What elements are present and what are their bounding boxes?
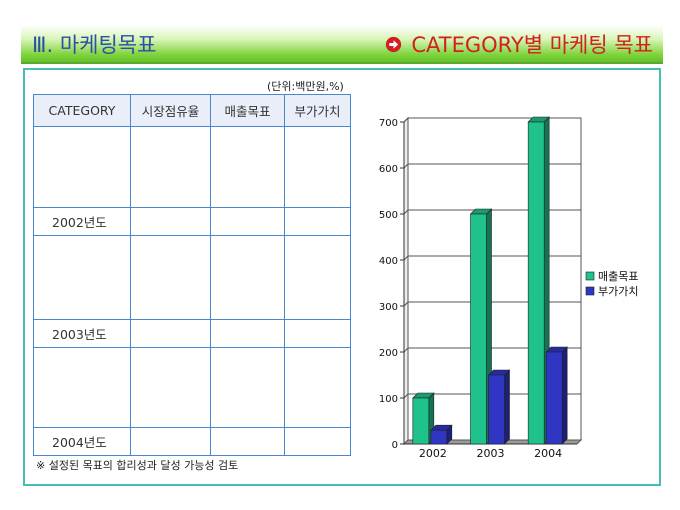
- section-subtitle: CATEGORY별 마케팅 목표: [411, 33, 653, 57]
- table-cell: [284, 207, 351, 236]
- table-cell: [210, 427, 285, 456]
- gridline: [403, 347, 581, 353]
- table-row: 2004년도: [33, 427, 351, 456]
- bar: [430, 429, 448, 445]
- x-tick-label: 2003: [477, 447, 505, 460]
- legend-label: 매출목표: [598, 270, 638, 283]
- bar: [488, 374, 505, 445]
- column-header: 시장점유율: [130, 94, 211, 127]
- row-label: 2003년도: [33, 319, 131, 348]
- table-cell: [210, 126, 285, 208]
- column-header: CATEGORY: [33, 94, 131, 127]
- footnote: ※ 설정된 목표의 합리성과 달성 가능성 검토: [36, 459, 239, 472]
- row-label: 2002년도: [33, 207, 131, 236]
- row-label: 2004년도: [33, 427, 131, 456]
- column-header: 매출목표: [210, 94, 285, 127]
- table-cell: [130, 126, 211, 208]
- table-cell: [33, 235, 131, 320]
- x-tick-label: 2002: [419, 447, 447, 460]
- y-tick-label: 600: [379, 164, 398, 175]
- table-cell: [130, 347, 211, 428]
- table-row: [33, 126, 351, 208]
- table-cell: [130, 427, 211, 456]
- y-tick-label: 300: [379, 302, 398, 313]
- gridline: [403, 163, 581, 169]
- table-cell: [210, 207, 285, 236]
- unit-note: (단위:백만원,%): [267, 80, 344, 93]
- y-tick-label: 0: [392, 440, 398, 451]
- table-cell: [284, 235, 351, 320]
- gridline: [403, 117, 581, 123]
- y-tick-label: 100: [379, 394, 398, 405]
- bar: [470, 213, 487, 445]
- table-cell: [130, 319, 211, 348]
- gridline: [403, 393, 581, 399]
- y-tick-label: 700: [379, 118, 398, 129]
- subtitle-group: CATEGORY별 마케팅 목표: [385, 29, 653, 59]
- table-row: [33, 235, 351, 320]
- bar-side: [561, 346, 568, 445]
- table-cell: [284, 347, 351, 428]
- section-header: Ⅲ. 마케팅목표 CATEGORY별 마케팅 목표: [21, 25, 663, 64]
- section-title: Ⅲ. 마케팅목표: [32, 33, 157, 57]
- legend-swatch: [585, 286, 595, 296]
- table-cell: [130, 207, 211, 236]
- x-tick-label: 2004: [534, 447, 562, 460]
- table-cell: [33, 347, 131, 428]
- table-cell: [284, 427, 351, 456]
- y-tick-label: 400: [379, 256, 398, 267]
- table-cell: [284, 319, 351, 348]
- bar-chart: 0 100 200 300 400 500 600 700 2002 2003 2004 매출목표부가…: [379, 116, 638, 460]
- bar: [545, 351, 563, 445]
- table-cell: [130, 235, 211, 320]
- table-cell: [210, 347, 285, 428]
- legend-swatch: [585, 271, 595, 281]
- y-tick-label: 500: [379, 210, 398, 221]
- arrow-right-icon: [386, 36, 402, 52]
- table-cell: [210, 235, 285, 320]
- bar: [527, 121, 545, 445]
- gridline: [403, 255, 581, 261]
- table-cell: [284, 126, 351, 208]
- table-row: 2002년도: [33, 207, 351, 236]
- legend-label: 부가가치: [598, 285, 638, 298]
- y-tick-label: 200: [379, 348, 398, 359]
- table-cell: [210, 319, 285, 348]
- bar: [412, 397, 430, 445]
- table-row: 2003년도: [33, 319, 351, 348]
- table-row: [33, 347, 351, 428]
- bar-side: [504, 369, 510, 445]
- marketing-target-table: CATEGORY 시장점유율 매출목표 부가가치 2002년도 2003년도 2…: [33, 94, 351, 456]
- column-header: 부가가치: [284, 94, 351, 127]
- table-cell: [33, 126, 131, 208]
- gridline: [403, 209, 581, 215]
- gridline: [403, 301, 581, 307]
- table-header-row: CATEGORY 시장점유율 매출목표 부가가치: [33, 94, 351, 127]
